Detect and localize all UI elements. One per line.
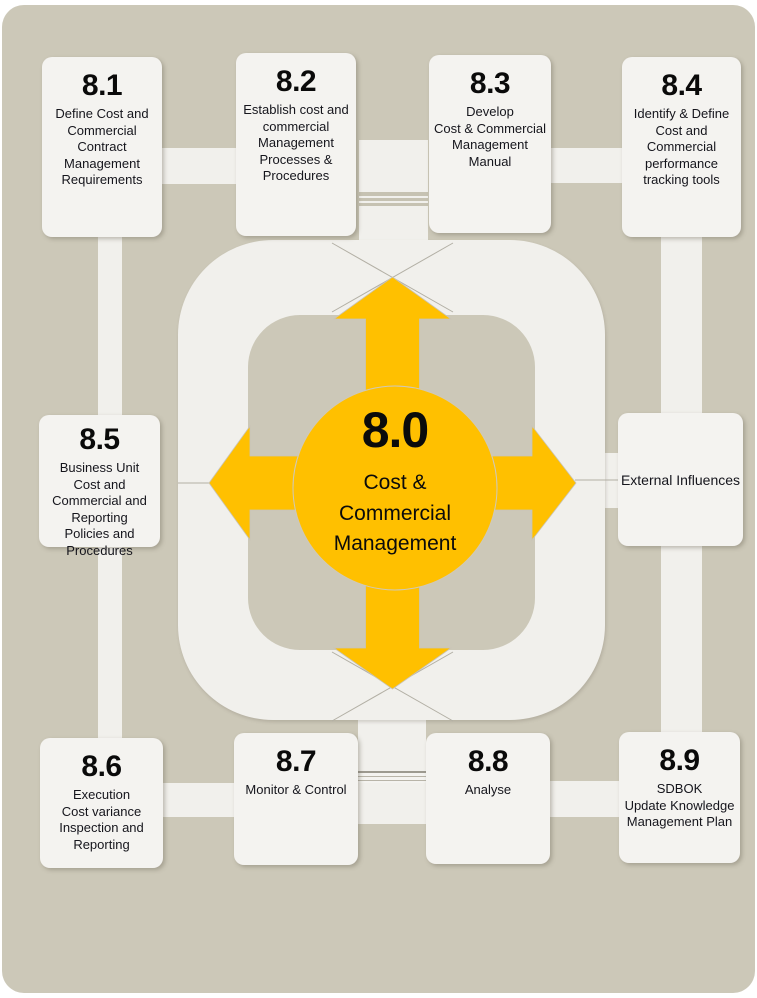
- box-number: 8.2: [275, 65, 317, 98]
- process-box-8-3: 8.3 Develop Cost & Commercial Management…: [429, 55, 551, 233]
- box-text: Define Cost and Commercial Contract Mana…: [55, 106, 149, 187]
- box-text: Business Unit Cost and Commercial and Re…: [52, 460, 147, 558]
- connector-8-6-to-8-7: [161, 783, 236, 817]
- box-text: Execution Cost variance Inspection and R…: [59, 787, 144, 852]
- box-number: 8.4: [661, 69, 702, 102]
- center-label: 8.0 Cost & Commercial Management: [295, 400, 495, 560]
- process-box-8-7: 8.7 Monitor & Control: [234, 733, 358, 865]
- connector-8-1-to-8-2: [160, 148, 238, 184]
- center-number: 8.0: [361, 402, 430, 458]
- box-number: 8.9: [659, 744, 700, 777]
- connector-bottom-center: [358, 712, 426, 824]
- box-number: 8.7: [275, 745, 317, 778]
- box-text: Monitor & Control: [245, 782, 347, 797]
- external-influences-box: External Influences: [618, 413, 743, 546]
- process-box-8-2: 8.2 Establish cost and commercial Manage…: [236, 53, 356, 236]
- box-text: SDBOK Update Knowledge Management Plan: [624, 781, 735, 829]
- process-box-8-9: 8.9 SDBOK Update Knowledge Management Pl…: [619, 732, 740, 863]
- process-box-8-6: 8.6 Execution Cost variance Inspection a…: [40, 738, 163, 868]
- box-text: External Influences: [620, 471, 741, 488]
- bottom-stripe-marker: [358, 771, 426, 783]
- connector-8-3-to-8-4: [549, 148, 624, 183]
- box-number: 8.3: [469, 67, 511, 100]
- box-text: Analyse: [464, 782, 512, 797]
- process-box-8-8: 8.8 Analyse: [426, 733, 550, 864]
- connector-8-8-to-8-9: [548, 781, 621, 817]
- process-box-8-5: 8.5 Business Unit Cost and Commercial an…: [39, 415, 160, 558]
- box-number: 8.8: [467, 745, 509, 778]
- box-number: 8.1: [81, 69, 123, 102]
- box-text: Identify & Define Cost and Commercial pe…: [633, 106, 730, 187]
- top-stripe-marker: [359, 192, 428, 206]
- process-box-8-4: 8.4 Identify & Define Cost and Commercia…: [622, 57, 741, 237]
- box-text: Develop Cost & Commercial Management Man…: [434, 104, 546, 169]
- center-title: Cost & Commercial Management: [333, 471, 457, 555]
- process-box-8-1: 8.1 Define Cost and Commercial Contract …: [42, 57, 162, 237]
- box-number: 8.6: [81, 750, 122, 783]
- box-text: Establish cost and commercial Management…: [243, 102, 349, 183]
- box-number: 8.5: [79, 423, 120, 456]
